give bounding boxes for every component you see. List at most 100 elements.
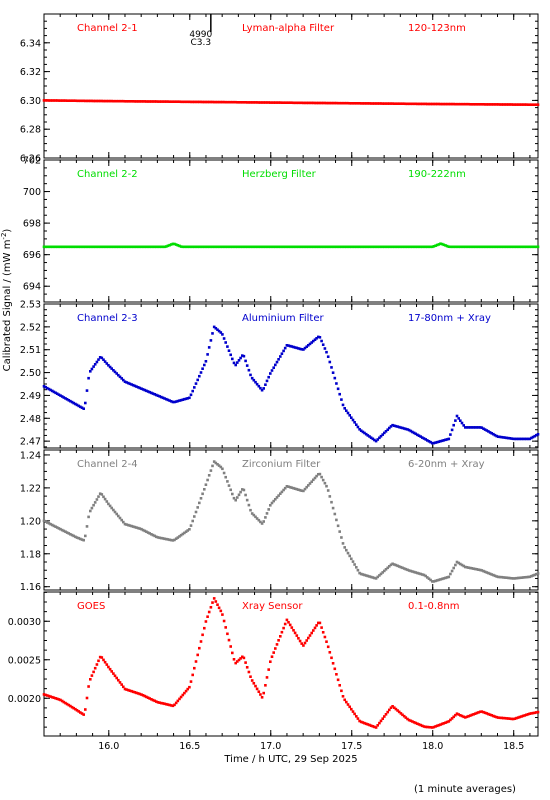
data-point bbox=[46, 99, 49, 102]
data-point bbox=[303, 101, 307, 105]
data-point bbox=[502, 436, 505, 439]
data-point bbox=[445, 102, 449, 106]
data-point bbox=[533, 711, 536, 715]
filter-label: Zirconium Filter bbox=[242, 459, 321, 470]
data-point bbox=[244, 359, 247, 363]
data-point bbox=[317, 335, 320, 339]
data-point bbox=[72, 245, 75, 249]
data-point bbox=[406, 102, 409, 106]
data-point bbox=[277, 101, 280, 104]
data-point bbox=[250, 512, 254, 515]
data-point bbox=[179, 245, 183, 248]
data-point bbox=[300, 245, 303, 249]
y-tick-label: 698 bbox=[23, 219, 41, 230]
data-point bbox=[232, 100, 236, 104]
data-point bbox=[277, 639, 280, 642]
data-point bbox=[103, 497, 107, 501]
data-point bbox=[523, 437, 527, 441]
data-point bbox=[242, 488, 246, 492]
data-point bbox=[308, 342, 312, 346]
data-point bbox=[64, 397, 67, 400]
data-point bbox=[402, 427, 406, 430]
data-point bbox=[525, 245, 528, 249]
data-point bbox=[219, 465, 223, 469]
data-point bbox=[95, 498, 99, 501]
data-point bbox=[47, 522, 51, 525]
data-point bbox=[274, 647, 277, 650]
data-point bbox=[163, 702, 166, 706]
y-tick-label: 1.20 bbox=[20, 516, 41, 527]
data-point bbox=[483, 711, 487, 715]
data-point bbox=[262, 520, 265, 523]
data-point bbox=[155, 535, 158, 539]
data-point bbox=[270, 245, 274, 249]
data-point bbox=[361, 102, 365, 105]
data-point bbox=[531, 103, 535, 106]
data-point bbox=[427, 440, 431, 443]
data-point bbox=[207, 346, 211, 349]
data-point bbox=[93, 99, 97, 103]
data-point bbox=[303, 641, 307, 645]
data-point bbox=[186, 397, 189, 400]
data-point bbox=[318, 336, 322, 339]
data-point bbox=[161, 702, 165, 705]
data-point bbox=[207, 610, 211, 614]
data-point bbox=[502, 576, 505, 579]
data-point bbox=[288, 485, 292, 489]
data-point bbox=[150, 245, 153, 249]
data-point bbox=[345, 101, 348, 105]
data-point bbox=[209, 469, 213, 472]
data-point bbox=[305, 485, 308, 489]
data-point bbox=[343, 407, 346, 410]
data-point bbox=[417, 434, 421, 437]
data-point bbox=[530, 245, 533, 249]
data-point bbox=[326, 489, 330, 492]
data-point bbox=[156, 536, 160, 539]
data-point bbox=[133, 384, 137, 388]
data-point bbox=[118, 99, 122, 103]
data-point bbox=[414, 571, 417, 574]
data-point bbox=[203, 626, 206, 630]
data-point bbox=[439, 242, 442, 245]
data-point bbox=[310, 631, 313, 635]
data-point bbox=[497, 245, 500, 249]
data-point bbox=[42, 693, 46, 696]
data-point bbox=[77, 536, 80, 540]
data-point bbox=[343, 101, 346, 105]
data-point bbox=[485, 245, 489, 249]
data-point bbox=[293, 631, 297, 635]
data-point bbox=[521, 245, 525, 249]
data-point bbox=[399, 712, 403, 715]
data-point bbox=[404, 567, 408, 571]
data-point bbox=[321, 245, 325, 249]
data-point bbox=[59, 698, 62, 702]
data-point bbox=[414, 432, 417, 436]
data-point bbox=[118, 516, 122, 520]
data-point bbox=[183, 531, 186, 535]
data-point bbox=[467, 714, 470, 718]
data-point bbox=[52, 245, 56, 249]
data-point bbox=[265, 101, 269, 104]
data-point bbox=[100, 493, 104, 496]
data-point bbox=[431, 441, 434, 445]
data-point bbox=[255, 687, 259, 691]
data-point bbox=[275, 643, 279, 646]
data-point bbox=[490, 573, 493, 576]
data-point bbox=[82, 99, 85, 103]
data-point bbox=[416, 722, 419, 725]
data-point bbox=[98, 356, 102, 359]
data-point bbox=[97, 245, 100, 249]
data-point bbox=[184, 100, 188, 104]
data-point bbox=[181, 532, 185, 536]
data-point bbox=[113, 370, 117, 374]
data-point bbox=[72, 706, 75, 710]
y-tick-label: 696 bbox=[23, 250, 41, 261]
data-point bbox=[217, 100, 221, 104]
data-point bbox=[402, 245, 406, 249]
data-point bbox=[359, 720, 363, 724]
data-point bbox=[69, 533, 72, 536]
data-point bbox=[359, 429, 363, 432]
data-point bbox=[507, 436, 510, 440]
data-point bbox=[374, 577, 378, 580]
data-point bbox=[293, 101, 297, 105]
